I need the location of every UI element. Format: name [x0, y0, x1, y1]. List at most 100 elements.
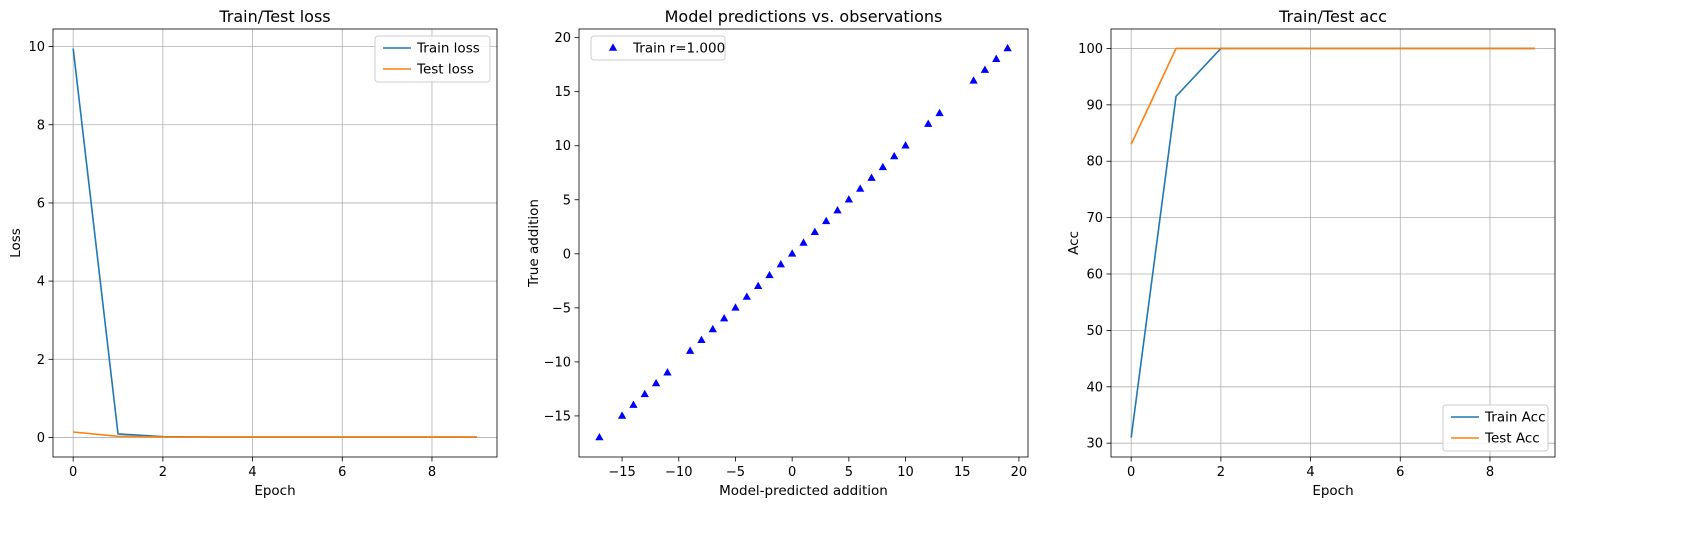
scatter-point — [822, 216, 831, 225]
y-tick-label: −10 — [544, 355, 571, 370]
x-tick-label: 5 — [845, 465, 853, 480]
x-axis-label: Epoch — [1312, 483, 1353, 499]
y-tick-label: 0 — [563, 247, 571, 262]
x-tick-label: 8 — [1486, 465, 1494, 480]
scatter-point — [765, 270, 774, 279]
legend-marker — [608, 43, 618, 51]
scatter-point — [731, 303, 740, 311]
scatter-point — [844, 195, 853, 203]
scatter-point — [992, 54, 1001, 63]
y-tick-label: 15 — [554, 85, 571, 100]
legend: Train r=1.000 — [590, 35, 726, 61]
chart-title: Train/Test acc — [1278, 7, 1387, 26]
scatter-point — [776, 260, 785, 268]
y-tick-label: 2 — [37, 353, 45, 368]
x-tick-label: 15 — [954, 465, 971, 480]
x-tick-label: −15 — [608, 465, 635, 480]
scatter-point — [867, 173, 876, 181]
scatter-point — [878, 162, 888, 171]
chart-title: Train/Test loss — [218, 7, 330, 26]
scatter-point — [617, 411, 627, 419]
y-tick-label: 10 — [554, 139, 571, 154]
scatter-point — [1003, 43, 1012, 52]
x-tick-label: 6 — [338, 465, 346, 480]
y-tick-label: −15 — [544, 409, 571, 424]
legend: Train loss Test loss — [374, 35, 491, 83]
axes-frame — [1110, 28, 1556, 458]
y-tick-label: 50 — [1086, 324, 1103, 339]
y-tick-label: 60 — [1086, 268, 1103, 283]
x-tick-label: 8 — [428, 465, 436, 480]
scatter-point — [640, 389, 649, 398]
y-tick-label: 30 — [1086, 437, 1103, 452]
scatter-point — [935, 108, 944, 117]
scatter-point — [856, 184, 865, 192]
scatter-point — [685, 346, 695, 354]
scatter-point — [719, 314, 729, 322]
scatter-point — [651, 378, 661, 387]
scatter-point — [969, 76, 978, 84]
axes-frame — [578, 28, 1029, 458]
axes-frame — [52, 28, 498, 458]
plot-area — [595, 43, 1012, 441]
scatter-point — [697, 335, 706, 344]
y-axis-label: Loss — [8, 228, 24, 258]
legend-label: Train loss — [416, 41, 480, 57]
legend-label: Test loss — [416, 62, 474, 78]
chart-1: 0 2 4 6 8 0 2 4 6 8 10 Train/Test loss Epoch Loss Trai… — [8, 7, 498, 499]
series-line-test-acc — [1130, 47, 1535, 145]
scatter-point — [890, 151, 899, 160]
x-tick-label: 6 — [1396, 465, 1404, 480]
y-tick-label: 90 — [1086, 98, 1103, 113]
scatter-point — [663, 368, 672, 376]
series-line-train-acc — [1130, 47, 1535, 438]
y-tick-label: 4 — [37, 275, 45, 290]
scatter-point — [810, 227, 819, 235]
scatter-point — [754, 281, 763, 289]
x-tick-label: 20 — [1011, 465, 1028, 480]
y-tick-label: 70 — [1086, 211, 1103, 226]
legend-label: Train r=1.000 — [632, 41, 725, 57]
x-tick-label: 0 — [69, 465, 77, 480]
x-tick-label: −10 — [665, 465, 692, 480]
y-tick-label: 20 — [554, 31, 571, 46]
scatter-point — [799, 238, 808, 246]
scatter-point — [788, 249, 797, 257]
scatter-point — [595, 432, 604, 441]
scatter-point — [629, 400, 638, 408]
y-tick-label: 6 — [37, 196, 45, 211]
x-tick-label: 2 — [1217, 465, 1225, 480]
scatter-point — [901, 141, 910, 149]
y-axis-label: Acc — [1066, 231, 1082, 255]
y-tick-label: −5 — [552, 301, 571, 316]
plot-area — [72, 48, 477, 438]
scatter-point — [742, 292, 751, 300]
x-axis-label: Epoch — [254, 483, 295, 499]
y-tick-label: 5 — [563, 193, 571, 208]
x-tick-label: −5 — [726, 465, 745, 480]
chart-3: 0 2 4 6 8 30 40 50 60 70 80 90 100 Train/Test acc Epoc… — [1066, 7, 1556, 499]
y-tick-label: 10 — [28, 40, 45, 55]
y-tick-label: 8 — [37, 118, 45, 133]
legend-label: Test Acc — [1484, 431, 1540, 447]
scatter-point — [708, 324, 717, 333]
x-axis-label: Model-predicted addition — [719, 483, 888, 499]
y-tick-label: 100 — [1078, 42, 1103, 57]
scatter-point — [924, 119, 933, 127]
scatter-point — [833, 205, 842, 214]
x-tick-label: 4 — [1306, 465, 1314, 480]
legend-box — [590, 35, 726, 61]
chart-2: −15 −10 −5 0 5 10 15 20 −15 −10 −5 0 5 10 15 20 Model pr… — [526, 7, 1029, 499]
scatter-point — [980, 65, 990, 73]
plot-area — [1130, 47, 1535, 438]
y-tick-label: 80 — [1086, 155, 1103, 170]
series-line-train-loss — [72, 48, 477, 438]
series-line-test-loss — [73, 431, 477, 438]
legend: Train Acc Test Acc — [1442, 404, 1549, 452]
y-tick-label: 40 — [1086, 380, 1103, 395]
x-tick-label: 4 — [248, 465, 256, 480]
x-tick-label: 0 — [1127, 465, 1135, 480]
x-tick-label: 10 — [897, 465, 914, 480]
y-tick-label: 0 — [37, 431, 45, 446]
